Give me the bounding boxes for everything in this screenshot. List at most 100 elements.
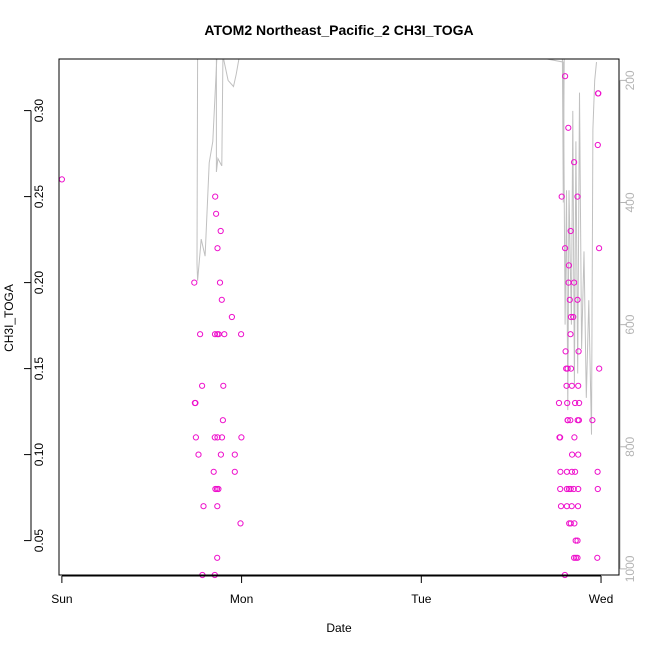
data-point bbox=[575, 348, 582, 355]
data-point bbox=[565, 485, 573, 493]
altitude-line-3 bbox=[547, 58, 597, 435]
data-point bbox=[565, 262, 573, 269]
data-point bbox=[216, 279, 224, 286]
data-point bbox=[220, 382, 227, 389]
data-point bbox=[557, 503, 565, 510]
data-point bbox=[567, 331, 574, 338]
data-point bbox=[218, 434, 226, 441]
data-point bbox=[231, 451, 238, 458]
x-tick-label: Mon bbox=[230, 592, 253, 606]
data-point bbox=[192, 399, 199, 407]
chart-title: ATOM2 Northeast_Pacific_2 CH3I_TOGA bbox=[204, 22, 473, 38]
data-point bbox=[211, 434, 218, 441]
data-point bbox=[571, 434, 578, 441]
altitude-line-0 bbox=[196, 58, 218, 281]
data-point bbox=[595, 90, 602, 97]
data-point bbox=[594, 554, 601, 561]
data-point bbox=[565, 124, 572, 131]
data-point bbox=[574, 193, 581, 200]
x-tick-label: Wed bbox=[589, 592, 613, 606]
data-point bbox=[218, 296, 225, 303]
y-tick-label: 0.20 bbox=[32, 271, 46, 295]
data-point bbox=[557, 468, 564, 475]
data-point bbox=[238, 331, 245, 338]
altitude-line-1 bbox=[215, 58, 224, 173]
data-point bbox=[594, 468, 601, 475]
data-point bbox=[570, 313, 577, 321]
data-point bbox=[211, 331, 219, 338]
data-point bbox=[197, 331, 204, 338]
data-point bbox=[217, 227, 224, 235]
data-point bbox=[571, 520, 578, 527]
data-point bbox=[589, 417, 596, 424]
data-point bbox=[568, 503, 575, 510]
data-point bbox=[564, 417, 571, 424]
x-tick-label: Sun bbox=[51, 592, 72, 606]
y-tick-label: 0.30 bbox=[32, 99, 46, 123]
data-point bbox=[228, 313, 235, 321]
data-point bbox=[574, 503, 582, 510]
data-point bbox=[212, 193, 219, 200]
x-axis-label: Date bbox=[326, 621, 352, 635]
data-point bbox=[555, 399, 563, 407]
altitude-line-4 bbox=[561, 58, 565, 203]
data-point bbox=[571, 159, 578, 166]
data-point bbox=[567, 227, 574, 235]
y2-tick-label: 1000 bbox=[623, 555, 637, 582]
data-point bbox=[563, 485, 571, 493]
data-point bbox=[567, 313, 575, 321]
data-point bbox=[199, 382, 206, 389]
data-point bbox=[210, 468, 217, 475]
y2-tick-label: 400 bbox=[623, 192, 637, 212]
data-point bbox=[567, 417, 574, 424]
data-point bbox=[191, 279, 198, 286]
data-point bbox=[574, 296, 581, 303]
data-point bbox=[567, 485, 574, 493]
data-point bbox=[572, 399, 579, 407]
data-point bbox=[576, 399, 583, 407]
data-points bbox=[58, 73, 603, 579]
data-point bbox=[217, 451, 224, 458]
altitude-layer bbox=[196, 58, 597, 435]
data-point bbox=[214, 434, 221, 441]
y-tick-label: 0.05 bbox=[32, 529, 46, 553]
x-tick-label: Tue bbox=[411, 592, 432, 606]
data-point bbox=[571, 554, 578, 561]
data-point bbox=[564, 365, 571, 372]
y2-tick-label: 800 bbox=[623, 436, 637, 456]
data-point bbox=[596, 245, 603, 252]
data-point bbox=[596, 365, 603, 372]
y-tick-label: 0.25 bbox=[32, 185, 46, 209]
data-point bbox=[562, 245, 569, 252]
data-point bbox=[594, 141, 601, 149]
data-point bbox=[562, 348, 569, 355]
data-point bbox=[558, 193, 565, 200]
data-point bbox=[200, 503, 207, 510]
data-point bbox=[575, 417, 583, 424]
data-point bbox=[568, 468, 576, 475]
data-point bbox=[567, 365, 575, 372]
data-point bbox=[238, 434, 245, 441]
data-point bbox=[572, 468, 579, 475]
plot-frame bbox=[58, 58, 620, 576]
data-point bbox=[215, 485, 222, 493]
y-tick-label: 0.10 bbox=[32, 443, 46, 467]
data-point bbox=[564, 399, 571, 407]
data-point bbox=[215, 331, 222, 338]
data-point bbox=[574, 537, 581, 544]
data-point bbox=[574, 554, 581, 561]
data-point bbox=[213, 210, 220, 217]
data-point bbox=[214, 554, 221, 561]
axes: 0.05 0.10 0.15 0.20 0.25 0.30 Sun Mon Tue Wed 200 4… bbox=[24, 70, 637, 606]
data-point bbox=[219, 417, 226, 424]
y2-tick-label: 600 bbox=[623, 314, 637, 334]
data-point bbox=[575, 382, 582, 389]
data-point bbox=[214, 503, 221, 510]
y2-tick-label: 200 bbox=[623, 70, 637, 90]
data-point bbox=[570, 485, 577, 493]
data-point bbox=[195, 451, 202, 458]
data-point bbox=[571, 279, 578, 286]
altitude-line-2 bbox=[223, 58, 240, 88]
data-point bbox=[212, 485, 219, 493]
